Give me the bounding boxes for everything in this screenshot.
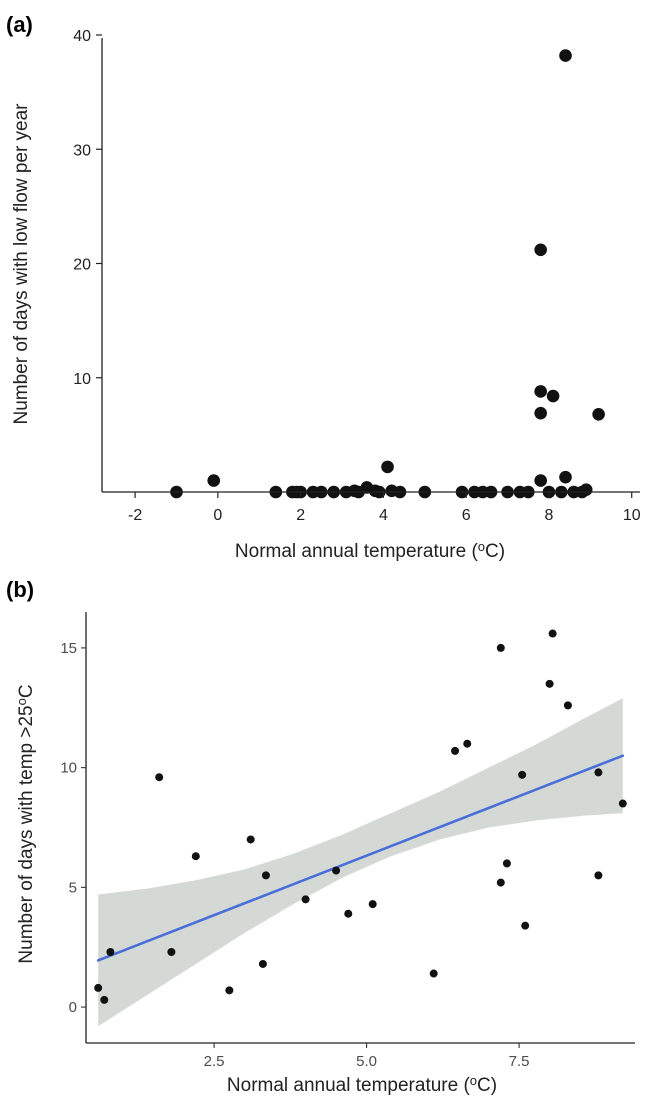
panel-a-y-tick-label: 10 — [73, 371, 91, 388]
panel-b-point — [258, 959, 267, 968]
panel-b-point — [332, 866, 341, 875]
panel-a-point — [559, 470, 572, 484]
panel-b-point — [496, 878, 505, 887]
panel-b-x-axis-title: Normal annual temperature (oC) — [227, 1073, 497, 1096]
panel-b-point — [106, 948, 115, 957]
panel-a-point — [559, 49, 572, 62]
panel-b-point — [191, 852, 200, 861]
panel-a-x-tick-label: 0 — [213, 507, 222, 524]
panel-b-x-ticks: 2.5 5.0 7.5 — [204, 1043, 530, 1070]
panel-b-y-tick-label: 15 — [60, 640, 77, 657]
panel-a-y-tick-label: 30 — [73, 142, 91, 159]
panel-b-point — [545, 679, 554, 688]
panel-a: (a) 10 20 30 40 -2 0 2 4 6 8 10 Normal annual tem… — [6, 12, 641, 562]
panel-a-point — [207, 474, 221, 487]
panel-b-points — [94, 629, 627, 1004]
panel-b-confidence-band — [98, 698, 623, 1027]
panel-b-point — [429, 969, 438, 978]
panel-a-point — [579, 483, 593, 497]
panel-a-point — [534, 474, 547, 487]
panel-b-x-tick-label: 2.5 — [204, 1053, 225, 1070]
panel-b-point — [167, 948, 176, 957]
panel-a-x-tick-label: 10 — [623, 507, 641, 524]
panel-b: (b) 0 5 10 15 2.5 5.0 7.5 Normal annual tempe… — [6, 577, 635, 1096]
panel-a-point — [381, 460, 394, 474]
panel-b-point — [368, 900, 377, 909]
panel-a-x-tick-label: -2 — [128, 507, 142, 524]
panel-b-point — [301, 895, 310, 904]
panel-a-point — [534, 243, 547, 257]
panel-a-x-axis-title: Normal annual temperature (oC) — [235, 539, 505, 562]
panel-a-x-tick-label: 8 — [545, 507, 554, 524]
panel-a-point — [534, 406, 547, 420]
panel-b-point — [548, 629, 557, 638]
panel-b-point — [518, 770, 527, 779]
panel-b-point — [451, 746, 460, 755]
panel-b-y-axis-title: Number of days with temp >25oC — [14, 684, 37, 963]
panel-a-point — [546, 389, 560, 403]
panel-b-point — [502, 859, 511, 868]
panel-b-point — [261, 871, 270, 880]
panel-b-point — [521, 921, 530, 930]
panel-b-x-tick-label: 7.5 — [509, 1053, 530, 1070]
panel-b-y-tick-label: 10 — [60, 760, 77, 777]
panel-b-y-ticks: 0 5 10 15 — [60, 640, 86, 1016]
panel-b-y-tick-label: 0 — [69, 999, 77, 1016]
panel-a-y-axis-title: Number of days with low flow per year — [11, 103, 32, 425]
panel-b-point — [463, 739, 472, 748]
panel-a-y-tick-label: 20 — [73, 257, 91, 274]
panel-a-x-ticks: -2 0 2 4 6 8 10 — [128, 492, 641, 524]
panel-a-x-tick-label: 4 — [379, 507, 388, 524]
panel-a-y-tick-label: 40 — [73, 28, 91, 45]
panel-b-point — [344, 909, 353, 918]
panel-b-point — [100, 995, 109, 1004]
panel-a-x-tick-label: 6 — [462, 507, 471, 524]
panel-b-point — [594, 871, 603, 880]
panel-a-points — [170, 49, 605, 499]
panel-a-x-tick-label: 2 — [296, 507, 305, 524]
panel-a-label: (a) — [6, 12, 33, 37]
panel-b-y-tick-label: 5 — [69, 879, 77, 896]
panel-b-label: (b) — [6, 577, 34, 602]
panel-b-point — [563, 701, 572, 710]
panel-b-trend-line — [96, 754, 625, 962]
panel-b-point — [246, 835, 255, 844]
panel-b-x-tick-label: 5.0 — [356, 1053, 377, 1070]
panel-a-point — [592, 408, 605, 421]
panel-b-point — [225, 986, 234, 995]
panel-a-point — [534, 385, 547, 398]
panel-a-y-ticks: 10 20 30 40 — [73, 28, 102, 388]
panel-b-point — [594, 768, 603, 777]
panel-b-point — [94, 983, 103, 992]
panel-b-point — [496, 643, 505, 652]
panel-b-point — [618, 799, 627, 808]
panel-b-point — [155, 773, 164, 782]
